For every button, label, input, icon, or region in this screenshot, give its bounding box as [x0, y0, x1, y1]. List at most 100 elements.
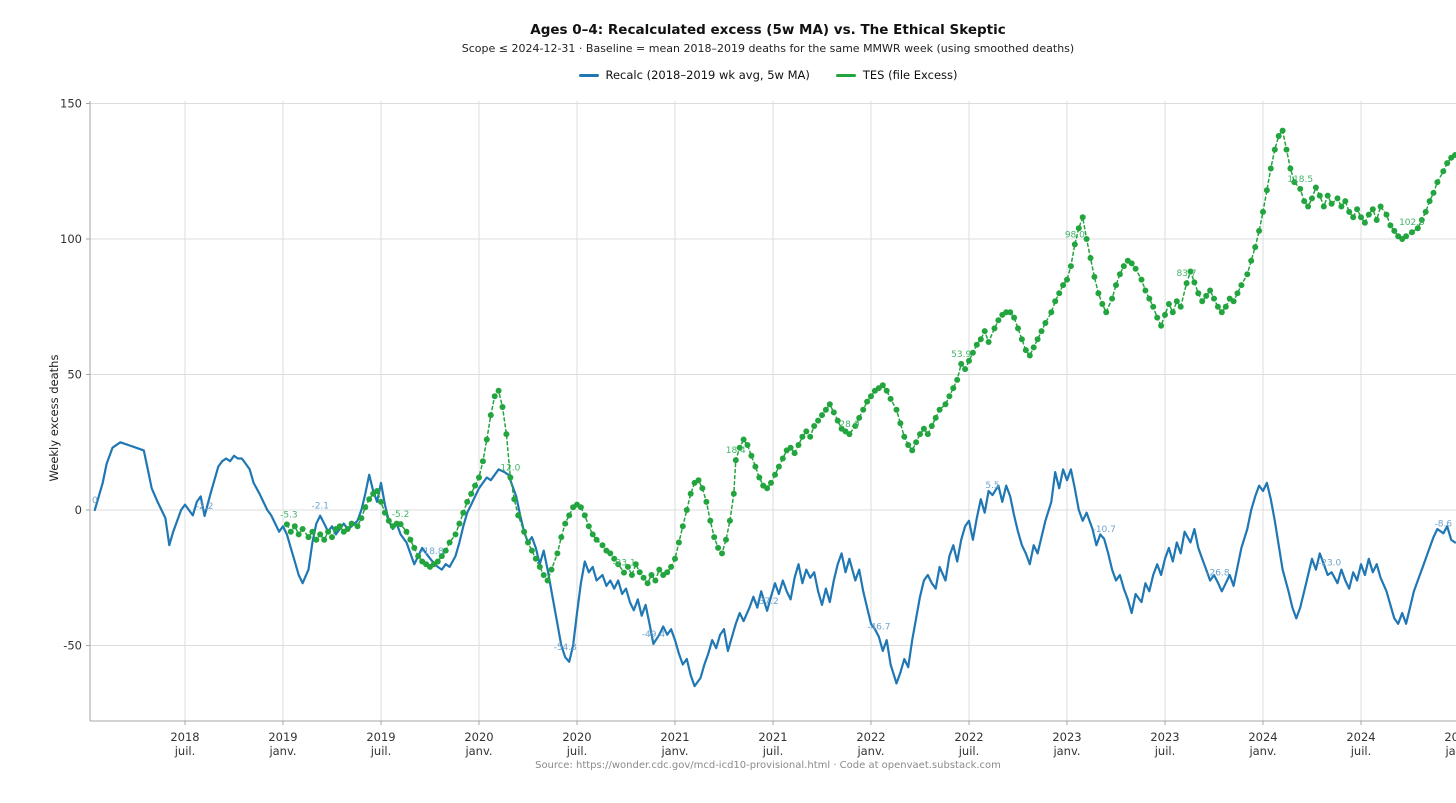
tes-marker	[1150, 303, 1157, 310]
tes-marker	[807, 433, 814, 440]
tes-marker	[748, 452, 755, 459]
x-tick-label-month: janv.	[464, 744, 492, 758]
tes-marker	[1116, 271, 1123, 278]
tes-marker	[621, 569, 627, 576]
tes-marker	[799, 433, 806, 440]
tes-marker	[1067, 263, 1074, 270]
tes-marker	[1434, 179, 1441, 186]
tes-marker	[1391, 227, 1398, 234]
tes-marker	[668, 563, 675, 570]
tes-marker	[1128, 260, 1135, 267]
recalc-line-swatch	[578, 73, 599, 77]
tes-marker	[1244, 271, 1251, 278]
tes-marker	[1142, 287, 1149, 294]
x-tick-label-month: janv.	[1052, 744, 1080, 758]
annotation-recalc: -49.4	[642, 630, 666, 640]
tes-marker	[1015, 325, 1021, 332]
tes-marker	[1103, 309, 1110, 316]
tes-marker	[1260, 208, 1266, 215]
tes-marker	[562, 520, 569, 527]
annotation-recalc: -37.2	[755, 597, 778, 607]
legend-label-recalc: Recalc (2018–2019 wk avg, 5w MA)	[605, 68, 810, 82]
tes-marker	[1095, 290, 1102, 297]
tes-marker	[632, 561, 639, 568]
tes-marker	[495, 387, 502, 394]
tes-marker	[985, 339, 992, 345]
annotation-recalc: 5.5	[985, 481, 999, 491]
tes-marker	[1079, 214, 1086, 221]
legend-item-recalc: Recalc (2018–2019 wk avg, 5w MA)	[578, 68, 810, 82]
tes-marker	[476, 474, 482, 481]
x-tick-label-year: 2023	[1052, 730, 1081, 744]
annotation-tes: 12.0	[500, 463, 520, 473]
tes-marker	[958, 360, 965, 367]
tes-marker	[1230, 298, 1237, 305]
tes-marker	[1026, 352, 1033, 359]
x-tick-label-year: 2021	[758, 730, 787, 744]
tes-marker	[472, 482, 479, 489]
x-tick-label-month: juil.	[762, 744, 784, 758]
x-tick-label-year: 2019	[366, 730, 395, 744]
tes-marker	[358, 515, 365, 522]
tes-marker	[1430, 189, 1437, 196]
tes-marker	[1132, 265, 1139, 272]
tes-marker	[672, 555, 678, 562]
tes-marker	[901, 433, 908, 440]
tes-marker	[864, 398, 871, 405]
tes-marker	[1301, 198, 1308, 205]
annotation-recalc: -2.2	[196, 502, 214, 512]
tes-marker	[1383, 211, 1390, 218]
tes-marker	[487, 412, 494, 419]
tes-marker	[1279, 127, 1286, 134]
tes-marker	[811, 423, 818, 429]
tes-marker	[815, 417, 822, 424]
tes-marker	[1138, 276, 1145, 283]
tes-marker	[407, 536, 414, 543]
tes-marker	[834, 417, 841, 424]
tes-marker	[775, 463, 782, 470]
tes-marker	[852, 423, 859, 429]
tes-marker	[499, 404, 506, 410]
tes-marker	[640, 574, 647, 581]
tes-marker	[354, 523, 361, 530]
tes-marker	[1177, 303, 1184, 310]
tes-marker	[1452, 152, 1456, 158]
tes-marker	[1324, 192, 1331, 199]
tes-marker	[525, 539, 531, 546]
tes-marker	[1011, 314, 1018, 321]
tes-marker	[969, 349, 976, 356]
tes-marker	[1409, 229, 1415, 236]
tes-marker	[1312, 184, 1319, 191]
tes-marker	[1211, 295, 1217, 302]
tes-marker	[1018, 336, 1025, 343]
tes-marker	[1354, 206, 1361, 213]
tes-marker	[344, 526, 351, 532]
tes-marker	[415, 553, 422, 560]
tes-marker	[295, 531, 302, 538]
tes-marker	[679, 523, 686, 530]
x-tick-label-year: 2020	[464, 730, 493, 744]
annotation-recalc: -10.7	[1093, 525, 1116, 535]
tes-marker	[822, 406, 829, 413]
tes-marker	[1203, 292, 1210, 299]
tes-marker	[752, 463, 759, 470]
x-tick-label-month: juil.	[370, 744, 392, 758]
tes-marker	[897, 420, 904, 427]
tes-marker	[687, 490, 694, 497]
tes-marker	[1291, 179, 1298, 186]
tes-marker	[511, 496, 518, 503]
tes-marker	[723, 536, 729, 543]
tes-marker	[707, 517, 714, 524]
y-tick-label: 150	[60, 97, 82, 111]
tes-line-swatch	[835, 73, 856, 77]
tes-marker	[950, 385, 957, 392]
tes-marker	[1338, 203, 1345, 210]
tes-marker	[883, 387, 890, 394]
annotation-tes: 53.9	[951, 350, 971, 360]
tes-marker	[1267, 165, 1274, 172]
tes-marker	[1444, 160, 1451, 167]
tes-marker	[403, 528, 410, 535]
tes-marker	[703, 498, 710, 505]
tes-marker	[1091, 273, 1098, 280]
annotation-recalc: 0	[92, 496, 98, 506]
